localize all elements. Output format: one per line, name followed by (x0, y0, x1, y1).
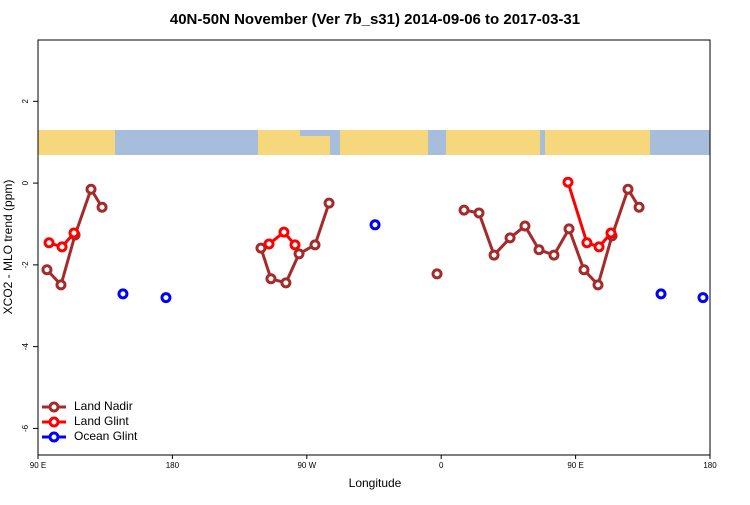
data-point (309, 239, 321, 251)
series-line (45, 185, 641, 288)
chart-title: 40N-50N November (Ver 7b_s31) 2014-09-06… (170, 11, 580, 28)
data-point (563, 223, 575, 235)
data-point (655, 288, 667, 300)
data-point (56, 241, 68, 253)
data-point (289, 239, 301, 251)
x-axis-label: Longitude (349, 476, 402, 490)
map-land (545, 130, 650, 155)
data-point (533, 244, 545, 256)
data-point (504, 232, 516, 244)
data-point (255, 242, 267, 254)
data-point (117, 288, 129, 300)
data-point (488, 249, 500, 261)
x-tick-label: 90 E (567, 461, 583, 470)
legend-marker (48, 401, 60, 413)
plot (41, 176, 709, 304)
y-tick-label: -4 (21, 343, 30, 351)
map-land (446, 130, 540, 155)
data-point (278, 226, 290, 238)
data-point (323, 197, 335, 209)
y-axis-label: XCO2 - MLO trend (ppm) (1, 180, 15, 315)
x-tick-label: 90 E (30, 461, 46, 470)
legend-label: Land Glint (74, 414, 129, 428)
data-point (519, 220, 531, 232)
x-tick-label: 90 W (297, 461, 316, 470)
legend-marker (48, 431, 60, 443)
data-point (592, 279, 604, 291)
data-point (369, 219, 381, 231)
x-tick-label: 180 (703, 461, 717, 470)
data-point (473, 207, 485, 219)
data-point (55, 279, 67, 291)
data-point (263, 238, 275, 250)
map-land (38, 130, 115, 155)
data-point (622, 183, 634, 195)
data-point (548, 249, 560, 261)
data-point (458, 204, 470, 216)
map-strip (38, 130, 710, 155)
data-point (593, 241, 605, 253)
data-point (562, 176, 574, 188)
data-point (431, 268, 443, 280)
data-point (43, 237, 55, 249)
y-tick-label: -6 (21, 424, 30, 432)
map-land (300, 136, 330, 155)
data-point (280, 277, 292, 289)
data-point (96, 201, 108, 213)
map-land (340, 130, 428, 155)
y-tick-label: -2 (21, 261, 30, 269)
legend-label: Ocean Glint (74, 429, 138, 443)
data-point (41, 264, 53, 276)
data-point (68, 227, 80, 239)
data-point (265, 273, 277, 285)
data-point (293, 248, 305, 260)
data-point (581, 237, 593, 249)
data-point (578, 264, 590, 276)
legend-marker (48, 416, 60, 428)
x-tick-label: 180 (166, 461, 180, 470)
data-point (605, 227, 617, 239)
plot-frame (37, 39, 711, 456)
map-land (258, 130, 300, 155)
legend-label: Land Nadir (74, 399, 133, 413)
data-point (160, 292, 172, 304)
data-point (633, 201, 645, 213)
y-tick-label: 0 (21, 180, 30, 185)
data-point (697, 292, 709, 304)
series-line (48, 181, 613, 249)
data-point (85, 183, 97, 195)
x-tick-label: 0 (439, 461, 444, 470)
y-tick-label: 2 (21, 99, 30, 104)
